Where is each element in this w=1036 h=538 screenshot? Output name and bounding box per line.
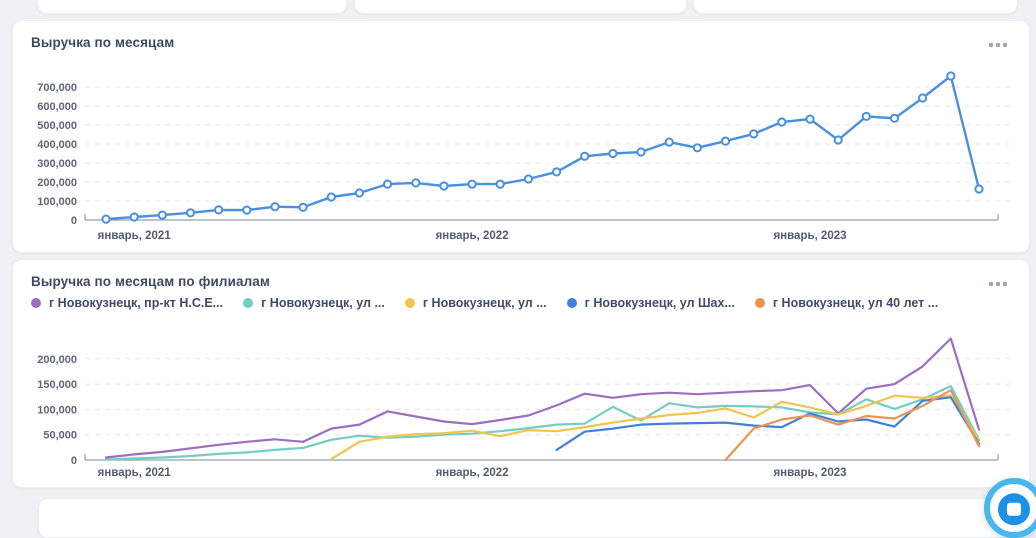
legend-label: г Новокузнецк, ул ... [261, 296, 385, 310]
top-card-3 [693, 0, 1018, 14]
legend-marker-icon [243, 298, 254, 308]
card-menu-button[interactable] [985, 278, 1011, 290]
legend-item-2[interactable]: г Новокузнецк, ул ... [243, 296, 385, 310]
card-menu-button[interactable] [985, 39, 1011, 51]
revenue-by-month-card: 0 100,000 200,000 300,000 400,000 500,000 600,… [12, 20, 1030, 253]
bottom-card [38, 498, 1030, 538]
revenue-by-branch-card: 0 50,000 100,000 150,000 200,000 январь, 2021… [12, 259, 1030, 488]
legend-label: г Новокузнецк, пр-кт Н.С.Е... [49, 296, 224, 310]
svg-text:январь, 2023: январь, 2023 [773, 230, 846, 242]
legend-item-5[interactable]: г Новокузнецк, ул 40 лет ... [754, 296, 939, 310]
svg-text:0: 0 [71, 455, 77, 467]
svg-text:150,000: 150,000 [37, 379, 77, 391]
chat-bubble-icon [998, 493, 1030, 526]
svg-text:январь, 2023: январь, 2023 [773, 467, 846, 479]
legend-label: г Новокузнецк, ул Шах... [584, 296, 735, 310]
legend-label: г Новокузнецк, ул 40 лет ... [772, 296, 939, 310]
chat-widget-button[interactable] [984, 478, 1036, 538]
top-card-1 [37, 0, 347, 14]
svg-text:400,000: 400,000 [37, 139, 77, 151]
svg-text:январь, 2021: январь, 2021 [98, 230, 172, 242]
svg-text:0: 0 [71, 215, 77, 227]
svg-text:200,000: 200,000 [37, 177, 77, 189]
ellipsis-icon [989, 282, 993, 286]
legend-marker-icon [404, 298, 415, 308]
svg-text:200,000: 200,000 [37, 354, 77, 366]
svg-text:600,000: 600,000 [37, 101, 77, 113]
svg-text:700,000: 700,000 [37, 82, 77, 94]
chart-title: Выручка по месяцам [31, 35, 175, 50]
legend-item-1[interactable]: г Новокузнецк, пр-кт Н.С.Е... [31, 296, 223, 310]
svg-text:500,000: 500,000 [37, 120, 77, 132]
legend-marker-icon [566, 298, 577, 308]
svg-text:50,000: 50,000 [43, 430, 77, 442]
revenue-by-branch-plot: 0 50,000 100,000 150,000 200,000 январь, 2021… [37, 337, 1013, 479]
svg-text:100,000: 100,000 [37, 196, 77, 208]
legend-item-3[interactable]: г Новокузнецк, ул ... [404, 296, 547, 310]
top-card-2 [354, 0, 687, 14]
chart-legend: г Новокузнецк, пр-кт Н.С.Е... г Новокузне… [31, 296, 938, 310]
svg-text:январь, 2022: январь, 2022 [436, 467, 509, 479]
svg-text:300,000: 300,000 [37, 158, 77, 170]
ellipsis-icon [989, 43, 993, 47]
legend-marker-icon [31, 298, 41, 308]
legend-item-4[interactable]: г Новокузнецк, ул Шах... [566, 296, 735, 310]
svg-text:100,000: 100,000 [37, 404, 77, 416]
legend-label: г Новокузнецк, ул ... [422, 296, 547, 310]
svg-text:январь, 2021: январь, 2021 [98, 467, 172, 479]
svg-text:январь, 2022: январь, 2022 [436, 230, 509, 242]
legend-marker-icon [754, 298, 765, 308]
chart-title: Выручка по месяцам по филиалам [31, 274, 270, 289]
revenue-by-month-plot: 0 100,000 200,000 300,000 400,000 500,000 600,… [37, 71, 1013, 242]
